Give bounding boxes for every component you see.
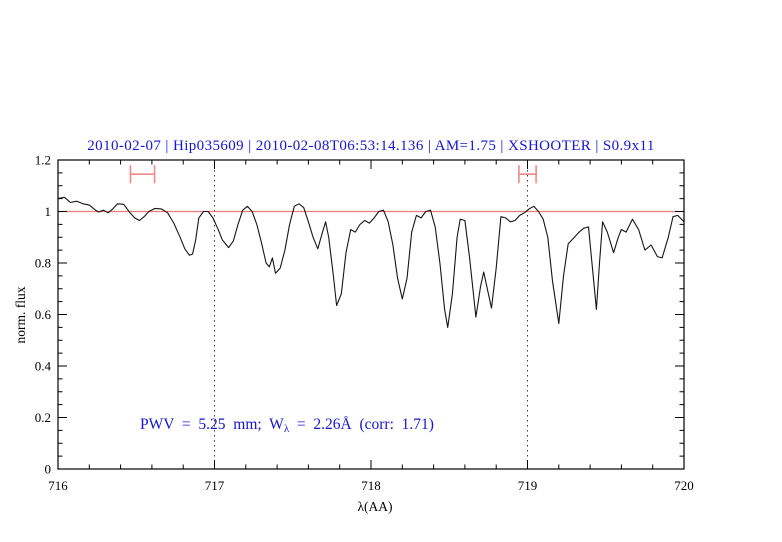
x-tick-label: 716 [48, 478, 68, 493]
y-tick-label: 0.4 [35, 359, 52, 374]
plot-generated-geometry: 716 717 718 719 720 0 0.2 0.4 0.6 0.8 1 1.2 [35, 153, 694, 494]
x-tick-label: 718 [361, 478, 381, 493]
y-tick-label: 1 [45, 204, 52, 219]
y-tick-label: 0 [45, 462, 52, 477]
y-tick-label: 1.2 [35, 153, 51, 168]
x-axis-label: λ(AA) [357, 499, 392, 514]
pwv-annotation-subscript: λ [284, 423, 290, 435]
y-tick-label: 0.2 [35, 410, 51, 425]
spectrum-line [57, 196, 685, 328]
pwv-annotation: PWV = 5.25 mm; Wλ = 2.26Å (corr: 1.71) [140, 416, 434, 435]
y-tick-label: 0.8 [35, 256, 51, 271]
plot-title: 2010-02-07 | Hip035609 | 2010-02-08T06:5… [87, 138, 654, 154]
pwv-annotation-suffix: = 2.26Å (corr: 1.71) [289, 416, 434, 433]
y-tick-label: 0.6 [35, 307, 52, 322]
pwv-annotation-prefix: PWV = 5.25 mm; W [140, 416, 284, 433]
x-tick-label: 720 [674, 478, 694, 493]
x-tick-label: 717 [205, 478, 225, 493]
x-tick-label: 719 [518, 478, 538, 493]
y-axis-label: norm. flux [13, 286, 28, 343]
